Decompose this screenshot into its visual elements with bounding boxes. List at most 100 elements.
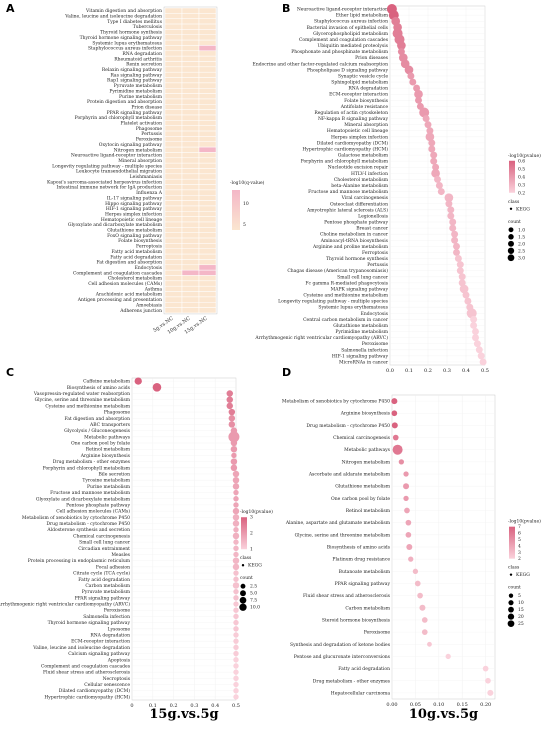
y-tick-label: Bile secretion [99,471,131,477]
heatmap-cell [164,66,183,73]
heatmap-row-label: Systemic lupus erythematosus [92,40,162,46]
y-tick-label: Retinol metabolism [86,447,131,453]
heatmap-cell [164,146,183,153]
y-tick-label: Ferroptosis [362,250,389,256]
data-point [475,346,483,354]
heatmap-cell [181,248,200,255]
data-point [435,182,443,189]
heatmap-cell [164,13,183,19]
heatmap-row-label: Platelet activation [121,121,163,127]
size-legend-label: 7.5 [250,598,257,604]
heatmap-cell [164,173,183,180]
y-tick-label: Aldosterone synthesis and secretion [46,527,130,533]
x-tick-label: 0.0 [386,368,394,374]
heatmap-row-label: Ras signaling pathway [110,72,162,78]
y-tick-label: Peroxisome [104,608,131,614]
heatmap-cell [198,23,217,30]
heatmap-row-label: Antigen processing and presentation [77,297,162,303]
heatmap-cell [181,162,200,169]
shape-legend-label: KEGG [248,563,262,569]
heatmap-cell [181,18,200,25]
y-tick-label: Glycolysis / Gluconeogenesis [64,428,131,434]
data-point [233,619,239,626]
y-tick-label: Thyroid hormone synthesis [326,256,389,262]
heatmap-cell [181,130,200,137]
heatmap-cell [181,280,200,287]
data-point [233,545,239,551]
plot-title: 10g.vs.5g [409,707,478,722]
heatmap-cell [181,237,200,244]
data-point [397,41,406,50]
y-tick-label: Focal adhesion [96,564,130,570]
y-tick-label: Glycerophospholipid metabolism [313,31,389,37]
data-point [233,502,239,508]
data-point [421,629,428,635]
heatmap-cell [198,280,217,287]
color-legend-tick: 2 [518,556,521,562]
x-tick-label: 0.1 [405,368,413,374]
color-legend-tick: 3 [518,550,521,556]
heatmap-cell [164,114,183,121]
data-point [451,230,459,238]
size-legend-symbol [239,603,247,611]
heatmap-cell [198,227,217,233]
size-legend-symbol [508,600,514,606]
x-tick-label: 0.10 [433,702,444,708]
heatmap-cell [164,189,183,196]
heatmap-cell [181,45,200,52]
data-point [233,669,239,675]
heatmap-cell [164,221,183,228]
y-tick-label: Endocytosis [361,311,389,317]
heatmap-cell [164,55,183,62]
color-legend-tick: 6 [518,531,521,537]
data-point [479,358,487,366]
size-legend-label: 2.0 [518,241,525,247]
y-tick-label: Amyotrophic lateral sclerosis (ALS) [306,206,388,213]
shape-legend-label: KEGG [516,206,530,212]
y-tick-label: Folate biosynthesis [344,98,389,104]
heatmap-cell [198,34,217,41]
heatmap-cell [198,264,217,271]
y-tick-label: Viral carcinogenesis [341,195,389,201]
y-tick-label: Valine, leucine and isoleucine degradati… [32,645,130,651]
heatmap-cell [198,50,217,57]
data-point [233,663,239,669]
data-point [233,570,239,576]
data-point [391,422,398,429]
shape-legend-label: KEGG [516,572,530,578]
size-legend-label: 3.0 [518,255,525,261]
heatmap-row-label: Cholesterol metabolism [108,276,163,282]
x-tick-label: 0.1 [149,703,157,709]
heatmap-cell [198,184,217,191]
data-point [445,200,453,208]
data-point [233,551,239,558]
y-tick-label: ECM-receptor interaction [329,92,388,98]
y-tick-label: Ascorbate and aldarate metabolism [308,472,391,478]
heatmap-row-label: Pyrimidine metabolism [109,88,162,94]
y-tick-label: Fructose and mannose metabolism [308,189,389,195]
heatmap-cell [198,77,217,84]
heatmap-cell [181,39,200,46]
data-point [422,115,430,123]
heatmap-cell [181,152,200,159]
heatmap-cell [181,125,200,132]
data-point [405,532,412,538]
heatmap-cell [198,157,217,164]
heatmap-row-label: Intestinal immune network for IgA produc… [57,185,163,191]
heatmap-cell [198,29,217,35]
y-tick-label: Galactose metabolism [338,153,389,159]
heatmap-row-label: Oxytocin signaling pathway [99,142,163,148]
size-legend-label: 5.0 [250,591,257,597]
shape-legend-symbol [509,207,513,210]
y-tick-label: Pentose and glucuronate interconversions [294,654,391,660]
data-point [470,321,478,329]
size-legend-symbol [507,613,515,620]
y-tick-label: Biosynthesis of amino acids [327,545,391,551]
heatmap-cell [181,50,200,57]
y-tick-label: Metabolic pathways [84,434,131,440]
data-point [233,650,239,657]
y-tick-label: Purine metabolism [87,484,131,490]
heatmap-cell [198,189,217,196]
x-tick-label: 0.00 [386,702,397,708]
